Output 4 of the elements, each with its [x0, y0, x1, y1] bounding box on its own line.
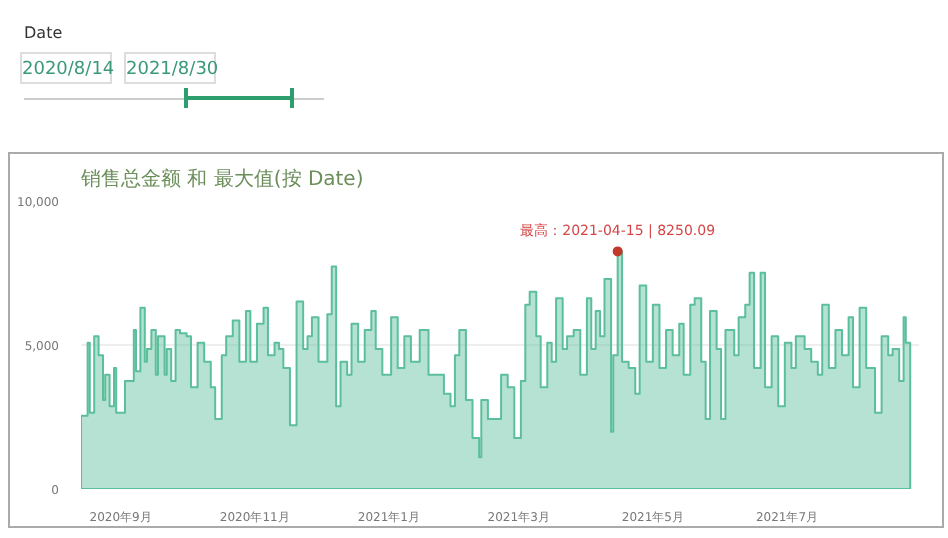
text: 2021/8/30: [124, 52, 219, 84]
text: Date: [24, 24, 63, 42]
chart-title: 销售总金额 和 最大值(按 Date): [79, 167, 364, 191]
text: 2020/8/14: [20, 52, 115, 84]
